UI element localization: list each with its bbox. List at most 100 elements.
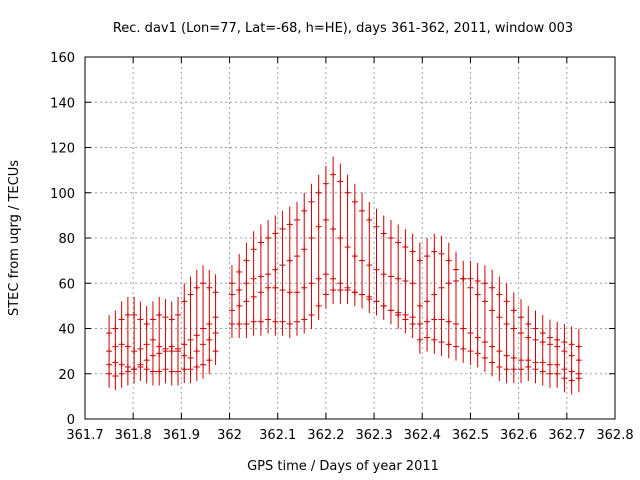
data-point — [568, 368, 575, 375]
data-point — [168, 343, 175, 350]
data-point — [149, 352, 156, 359]
data-point — [366, 262, 373, 269]
axis-ticks: 361.7 361.8 361.9 362 362.1 362.2 362.3 362.4 36… — [50, 51, 633, 443]
data-point — [489, 284, 496, 291]
data-point — [474, 291, 481, 298]
data-point — [510, 325, 517, 332]
data-point — [481, 298, 488, 305]
data-point — [124, 368, 131, 375]
data-point — [359, 257, 366, 264]
data-point — [200, 361, 207, 368]
data-point — [265, 235, 272, 241]
data-point — [387, 235, 394, 241]
data-marks — [106, 156, 582, 395]
data-point — [445, 257, 452, 264]
data-point — [561, 366, 568, 373]
data-point — [460, 325, 467, 332]
data-point — [424, 318, 431, 325]
data-point — [337, 178, 344, 185]
data-point — [431, 291, 438, 298]
data-point — [561, 339, 568, 346]
data-point — [568, 377, 575, 384]
data-point — [200, 341, 207, 348]
data-point — [438, 250, 445, 257]
data-point — [322, 180, 329, 187]
x-tick-label: 362 — [217, 428, 242, 443]
data-point — [181, 341, 188, 348]
data-point — [206, 284, 213, 291]
data-point — [395, 239, 402, 246]
data-point — [137, 361, 144, 368]
data-point — [301, 284, 308, 291]
data-point — [402, 316, 409, 323]
data-point — [373, 223, 380, 230]
data-point — [112, 373, 119, 380]
y-tick-label: 120 — [50, 142, 75, 157]
data-point — [438, 284, 445, 291]
data-point — [387, 273, 394, 280]
data-point — [149, 336, 156, 343]
data-point — [174, 368, 181, 375]
data-point — [518, 330, 525, 337]
data-point — [187, 336, 194, 343]
data-point — [453, 320, 459, 327]
data-point — [212, 348, 219, 355]
data-point — [301, 316, 308, 323]
data-point — [187, 291, 194, 298]
data-point — [568, 352, 575, 359]
data-point — [149, 368, 156, 375]
data-point — [402, 244, 409, 251]
data-point — [212, 289, 219, 296]
data-point — [322, 291, 329, 298]
data-point — [409, 320, 416, 327]
data-point — [308, 280, 315, 287]
data-point — [387, 307, 394, 314]
data-point — [453, 343, 459, 350]
data-point — [250, 293, 257, 300]
data-point — [554, 370, 561, 377]
data-point — [546, 341, 553, 348]
x-tick-label: 362.7 — [548, 428, 585, 443]
data-point — [395, 275, 402, 282]
data-point — [445, 341, 452, 348]
data-point — [546, 361, 553, 368]
data-point — [351, 289, 358, 296]
data-point — [496, 348, 503, 355]
x-tick-label: 361.8 — [115, 428, 152, 443]
data-point — [539, 368, 546, 375]
data-point — [131, 366, 138, 373]
y-tick-label: 20 — [58, 368, 75, 383]
data-point — [156, 343, 163, 350]
data-point — [131, 311, 138, 318]
data-point — [193, 284, 200, 291]
data-point — [315, 302, 322, 309]
data-point — [294, 216, 300, 223]
data-point — [546, 334, 553, 341]
data-point — [243, 298, 250, 305]
data-point — [308, 311, 315, 318]
data-point — [236, 320, 243, 327]
data-point — [286, 257, 293, 264]
data-point — [380, 302, 387, 309]
x-tick-label: 362.2 — [307, 428, 344, 443]
data-point — [308, 198, 315, 205]
data-point — [525, 363, 532, 370]
data-point — [554, 343, 561, 350]
x-tick-label: 361.9 — [163, 428, 200, 443]
x-tick-label: 362.6 — [500, 428, 537, 443]
data-point — [474, 350, 481, 357]
data-point — [351, 198, 358, 205]
data-point — [489, 359, 496, 366]
data-point — [503, 298, 510, 305]
data-point — [174, 311, 181, 318]
data-point — [467, 275, 474, 282]
data-point — [106, 370, 113, 377]
data-point — [474, 277, 481, 284]
data-point — [525, 320, 532, 327]
data-point — [236, 302, 243, 309]
data-point — [294, 289, 300, 296]
data-point — [257, 273, 264, 280]
data-point — [568, 341, 575, 348]
data-point — [243, 280, 250, 287]
data-point — [294, 253, 300, 260]
